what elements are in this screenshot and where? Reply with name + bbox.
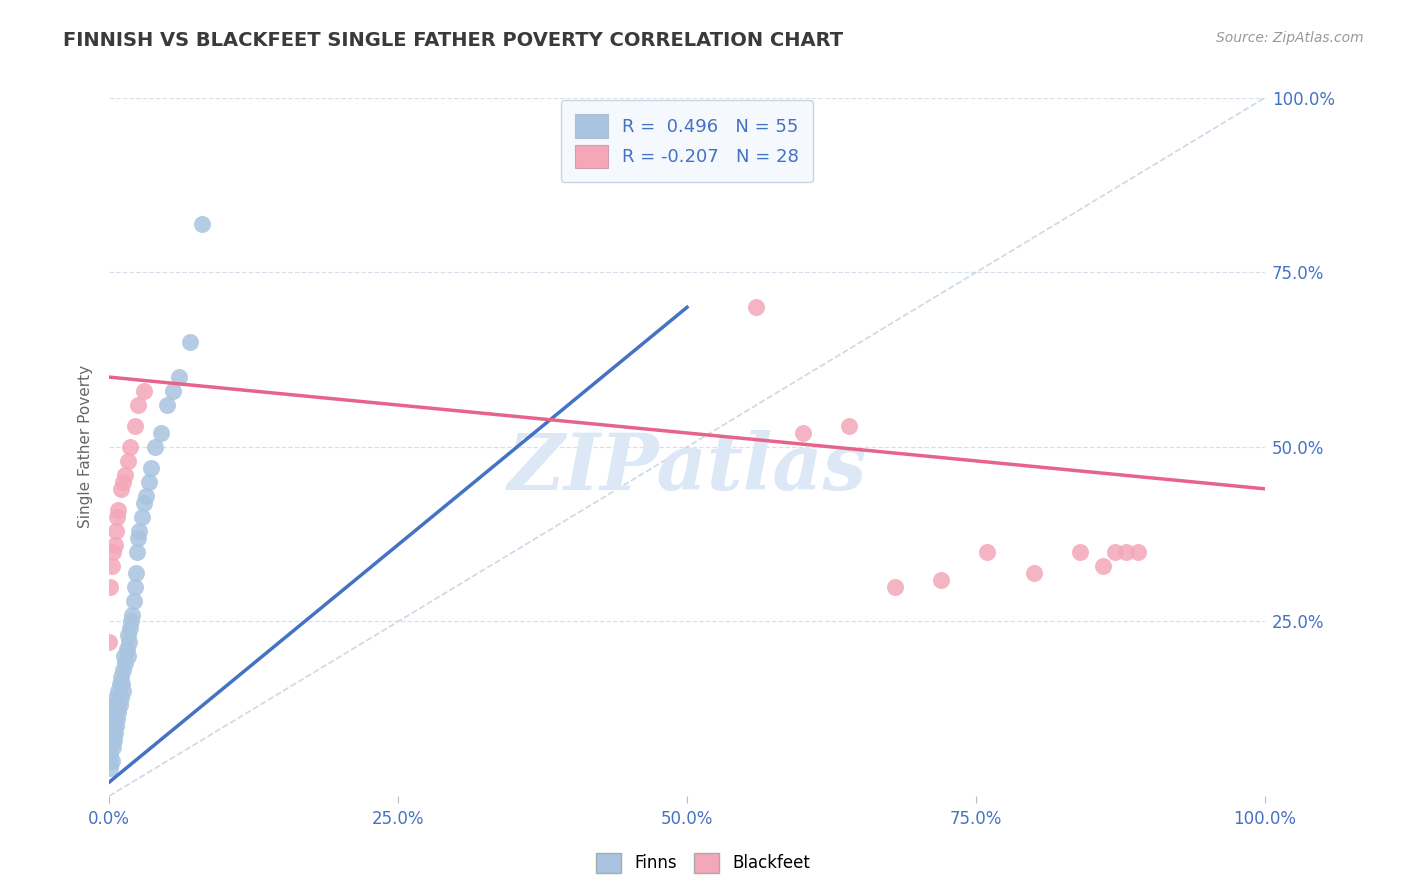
Point [100,754,122,768]
Point [838,419,860,434]
Point [150,425,173,440]
Point [145,440,167,454]
Point [98,635,121,649]
Point [100,761,122,775]
Point [100,747,122,761]
Point [114,467,136,482]
Point [117,454,139,468]
Point [1115,544,1137,558]
Point [112,649,135,664]
Point [117,628,139,642]
Point [105,698,128,713]
Point [118,622,141,636]
Point [792,425,814,440]
Point [132,384,155,398]
Point [179,335,201,350]
Point [127,531,149,545]
Point [162,384,184,398]
Legend: R =  0.496   N = 55, R = -0.207   N = 28: R = 0.496 N = 55, R = -0.207 N = 28 [561,100,814,182]
Point [929,573,952,587]
Point [1022,566,1045,580]
Point [125,544,148,558]
Point [117,649,139,664]
Point [114,657,136,671]
Point [124,419,146,434]
Text: ZIPatlas: ZIPatlas [508,430,866,506]
Point [100,733,122,747]
Point [121,607,143,622]
Point [100,558,122,573]
Point [108,677,131,691]
Point [156,398,179,412]
Point [112,475,135,489]
Point [98,754,121,768]
Point [101,719,124,733]
Text: Source: ZipAtlas.com: Source: ZipAtlas.com [1216,31,1364,45]
Point [120,615,142,629]
Point [105,524,128,538]
Point [105,691,128,706]
Point [1126,544,1149,558]
Point [107,706,129,720]
Point [105,719,128,733]
Point [108,698,131,713]
Text: FINNISH VS BLACKFEET SINGLE FATHER POVERTY CORRELATION CHART: FINNISH VS BLACKFEET SINGLE FATHER POVER… [63,31,844,50]
Point [138,475,160,489]
Point [127,398,149,412]
Point [884,580,907,594]
Point [118,440,141,454]
Point [103,698,125,713]
Point [122,593,145,607]
Point [110,482,132,496]
Point [100,580,122,594]
Point [135,489,157,503]
Point [1092,558,1115,573]
Point [103,719,125,733]
Point [118,635,141,649]
Point [101,706,124,720]
Point [110,670,132,684]
Point [1069,544,1091,558]
Point [104,712,127,726]
Point [105,706,128,720]
Point [190,217,212,231]
Point [139,461,162,475]
Point [131,509,153,524]
Point [115,642,138,657]
Point [976,544,998,558]
Point [112,684,135,698]
Point [111,677,134,691]
Point [101,544,124,558]
Point [112,664,135,678]
Point [101,740,124,755]
Point [132,496,155,510]
Point [124,580,146,594]
Point [103,733,125,747]
Point [125,566,148,580]
Point [1104,544,1126,558]
Legend: Finns, Blackfeet: Finns, Blackfeet [589,847,817,880]
Y-axis label: Single Father Poverty: Single Father Poverty [79,366,93,528]
Point [107,502,129,516]
Point [110,691,132,706]
Point [105,712,128,726]
Point [104,538,127,552]
Point [101,726,124,740]
Point [104,726,127,740]
Point [167,370,190,384]
Point [128,524,150,538]
Point [105,509,128,524]
Point [745,300,768,314]
Point [107,684,129,698]
